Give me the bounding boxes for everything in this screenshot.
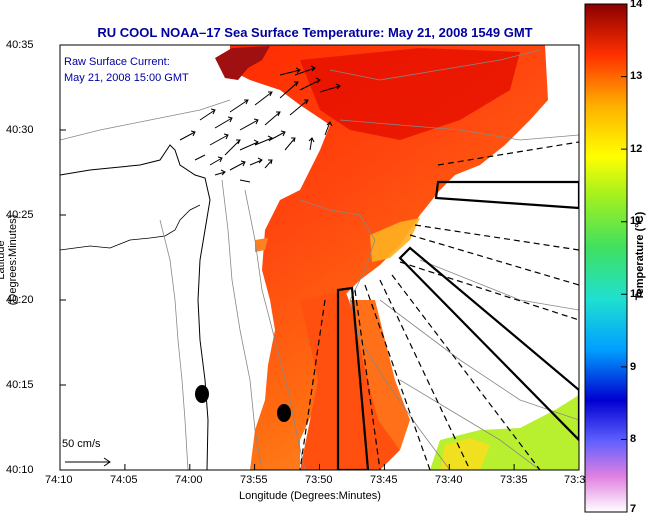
colorbar-tick: 11 <box>630 215 642 227</box>
y-tick: 40:35 <box>6 39 34 51</box>
axis-ticks <box>59 44 580 471</box>
x-tick: 74:05 <box>110 474 138 486</box>
coastline <box>60 144 211 470</box>
y-tick: 40:15 <box>6 379 34 391</box>
colorbar-tick: 10 <box>630 288 643 300</box>
sst-hot-core <box>300 48 520 140</box>
colorbar <box>584 3 628 513</box>
x-tick: 73:45 <box>370 474 398 486</box>
sst-lower-plume-2 <box>350 300 410 450</box>
colorbar-tick: 9 <box>630 361 637 373</box>
y-tick: 40:20 <box>6 294 34 306</box>
colorbar-ticks <box>621 3 627 513</box>
colorbar-tick: 12 <box>630 143 643 155</box>
bay-coastline <box>60 204 201 251</box>
y-tick: 40:25 <box>6 209 34 221</box>
sst-layer <box>60 45 579 470</box>
sst-dark-patch <box>215 46 270 80</box>
sst-warm-region <box>230 45 548 470</box>
scale-arrow <box>65 457 111 467</box>
site-marker-1 <box>195 385 209 403</box>
bathymetry-contours <box>60 49 579 470</box>
sst-lower-plume <box>300 290 400 470</box>
x-tick: 74:00 <box>175 474 203 486</box>
current-note-line1: Raw Surface Current: <box>64 56 170 68</box>
radar-dashed-lines <box>299 141 579 470</box>
x-tick: 73:40 <box>435 474 463 486</box>
x-tick: 73:55 <box>240 474 268 486</box>
map-title: RU COOL NOAA–17 Sea Surface Temperature:… <box>97 25 533 40</box>
x-tick: 74:10 <box>45 474 73 486</box>
y-tick: 40:10 <box>6 464 34 476</box>
colorbar-tick: 8 <box>630 433 637 445</box>
x-tick: 73:35 <box>500 474 528 486</box>
colorbar-label: Temperature (°C) <box>634 211 646 301</box>
current-vectors <box>179 65 341 183</box>
sst-cool-shoal <box>370 218 420 262</box>
x-tick: 73:50 <box>305 474 333 486</box>
y-axis-label: Latitude (Degrees:Minutes) <box>0 214 19 306</box>
colorbar-tick: 13 <box>630 70 643 82</box>
x-tick: 73:3 <box>564 474 586 486</box>
y-tick: 40:30 <box>6 124 34 136</box>
x-axis-label: Longitude (Degrees:Minutes) <box>239 490 381 502</box>
sst-left-blotch <box>255 238 268 252</box>
colorbar-tick: 14 <box>630 0 643 10</box>
radar-boxes <box>336 180 579 470</box>
site-marker-2 <box>277 404 291 422</box>
sst-yellow-patch <box>440 438 490 470</box>
current-note-line2: May 21, 2008 15:00 GMT <box>64 72 189 84</box>
scale-label: 50 cm/s <box>62 438 101 450</box>
colorbar-tick: 7 <box>630 503 637 515</box>
